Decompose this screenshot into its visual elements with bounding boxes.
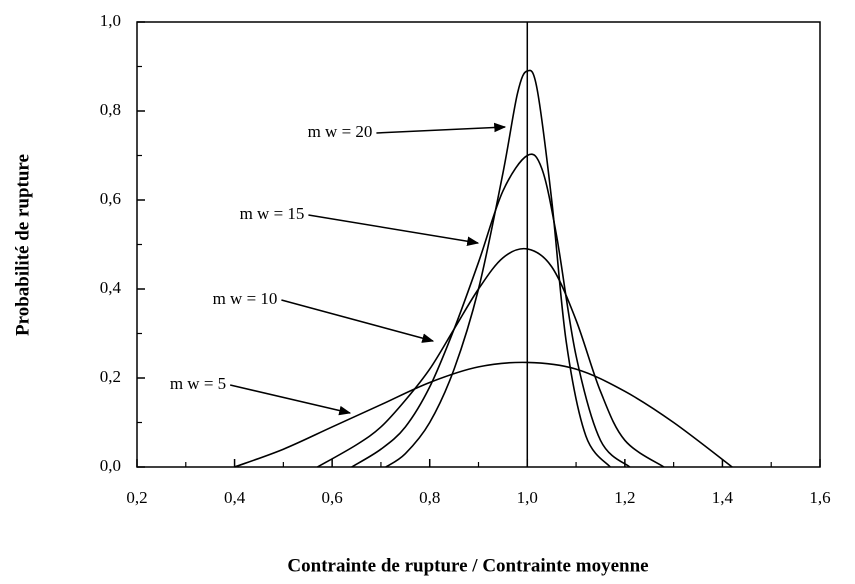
series-label: m w = 15: [240, 204, 305, 223]
y-tick-label: 0,8: [100, 100, 121, 119]
x-tick-label: 0,8: [419, 488, 440, 507]
annotation-arrow: [230, 384, 352, 416]
y-tick-label: 0,0: [100, 456, 121, 475]
annotation-arrow: [308, 214, 480, 246]
series-label: m w = 20: [308, 122, 373, 141]
series-label: m w = 5: [170, 374, 226, 393]
x-tick-label: 0,4: [224, 488, 246, 507]
annotation-arrow: [281, 299, 435, 343]
y-tick-label: 0,6: [100, 189, 121, 208]
x-tick-label: 1,2: [614, 488, 635, 507]
x-tick-label: 1,4: [712, 488, 734, 507]
series-line: [385, 69, 611, 468]
x-tick-label: 1,6: [809, 488, 830, 507]
series-line: [317, 247, 665, 468]
x-tick-label: 0,6: [322, 488, 343, 507]
x-tick-label: 1,0: [517, 488, 538, 507]
plot-frame: [136, 21, 821, 468]
annotation-arrow: [376, 122, 507, 134]
series-line: [234, 361, 733, 468]
x-tick-label: 0,2: [126, 488, 147, 507]
x-axis-label: Contrainte de rupture / Contrainte moyen…: [287, 555, 648, 576]
y-tick-label: 0,2: [100, 367, 121, 386]
y-tick-label: 1,0: [100, 11, 121, 30]
series-line: [351, 153, 631, 468]
y-tick-label: 0,4: [100, 278, 122, 297]
y-axis-label: Probabilité de rupture: [12, 154, 33, 336]
series-label: m w = 10: [213, 289, 278, 308]
